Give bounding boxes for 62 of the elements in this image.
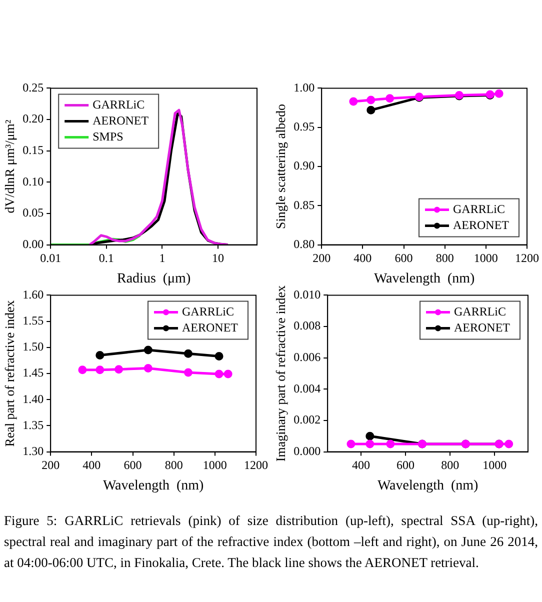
x-tick-label: 10 <box>212 251 224 266</box>
x-tick-label: 200 <box>312 251 331 266</box>
y-tick-label: 1.60 <box>22 287 44 302</box>
y-tick-label: 0.90 <box>294 158 315 173</box>
caption: Figure 5: GARRLiC retrievals (pink) of size distribution (up-left), spectral SSA (up-right), spectral real and imaginary part of the refractive index (bottom –left and right), on June 26 2014, at 04:00-06:00 UTC, in Finokalia, Crete. The black line shows the AERONET retrieval. <box>4 512 538 572</box>
y-tick-label: 0.002 <box>294 412 321 427</box>
y-tick-label: 1.30 <box>22 444 44 458</box>
x-tick-label: 600 <box>394 251 413 266</box>
y-tick-label: 0.15 <box>22 142 44 157</box>
y-tick-label: 0.80 <box>294 236 315 251</box>
y-tick-label: 1.50 <box>22 340 44 354</box>
y-tick-label: 0.008 <box>294 318 321 333</box>
x-tick-label: 0.01 <box>40 251 62 266</box>
x-tick-label: 1200 <box>244 458 268 472</box>
x-tick-label: 400 <box>352 458 370 472</box>
x-tick-label: 1000 <box>482 458 507 472</box>
x-axis-title: Wavelength (nm) <box>102 478 204 494</box>
legend-label: SMPS <box>92 129 124 144</box>
y-tick-label: 0.010 <box>294 287 321 302</box>
legend-label: GARRLiC <box>453 202 506 216</box>
x-tick-label: 1000 <box>474 251 498 266</box>
y-tick-label: 0.10 <box>22 174 44 188</box>
x-tick-label: 600 <box>124 458 142 472</box>
y-axis-title: Imaginary part of refractive index <box>273 284 288 462</box>
y-tick-label: 0.000 <box>294 444 321 458</box>
x-tick-label: 800 <box>164 458 183 472</box>
y-tick-label: 0.20 <box>22 112 44 126</box>
x-axis-title: Wavelength (nm) <box>377 478 478 494</box>
y-tick-label: 0.006 <box>294 350 321 364</box>
y-axis-title: Real part of refractive index <box>2 300 18 447</box>
y-tick-label: 1.00 <box>294 80 315 94</box>
legend-label: GARRLiC <box>454 304 506 318</box>
y-tick-label: 0.95 <box>294 120 315 134</box>
y-tick-label: 1.35 <box>22 418 44 432</box>
x-axis-title: Wavelength (nm) <box>374 271 475 286</box>
x-tick-label: 400 <box>82 458 101 472</box>
x-tick-label: 200 <box>42 458 60 472</box>
legend-label: AERONET <box>92 113 150 128</box>
x-tick-label: 600 <box>396 458 415 472</box>
y-tick-label: 0.00 <box>22 236 44 251</box>
x-tick-label: 0.1 <box>98 251 114 266</box>
y-axis-title: Single scattering albedo <box>273 104 288 229</box>
y-tick-label: 0.05 <box>22 206 44 220</box>
legend-label: AERONET <box>453 218 510 232</box>
y-tick-label: 1.45 <box>22 366 44 380</box>
y-tick-label: 1.55 <box>22 313 44 328</box>
legend-label: GARRLiC <box>182 304 234 318</box>
y-tick-label: 0.25 <box>22 80 44 94</box>
x-tick-label: 400 <box>354 251 372 266</box>
x-tick-label: 800 <box>436 251 454 266</box>
y-tick-label: 0.85 <box>294 198 315 212</box>
y-axis-title: dV/dlnR μm³/μm² <box>2 120 18 214</box>
y-tick-label: 1.40 <box>22 392 44 406</box>
y-tick-label: 0.004 <box>294 381 321 396</box>
legend-label: GARRLiC <box>92 97 145 112</box>
x-tick-label: 800 <box>441 458 460 472</box>
x-tick-label: 1000 <box>202 458 227 472</box>
legend-label: AERONET <box>182 320 239 334</box>
x-tick-label: 1 <box>159 251 166 266</box>
legend-label: AERONET <box>454 320 511 334</box>
x-tick-label: 1200 <box>515 251 539 266</box>
x-axis-title: Radius (μm) <box>116 271 191 286</box>
